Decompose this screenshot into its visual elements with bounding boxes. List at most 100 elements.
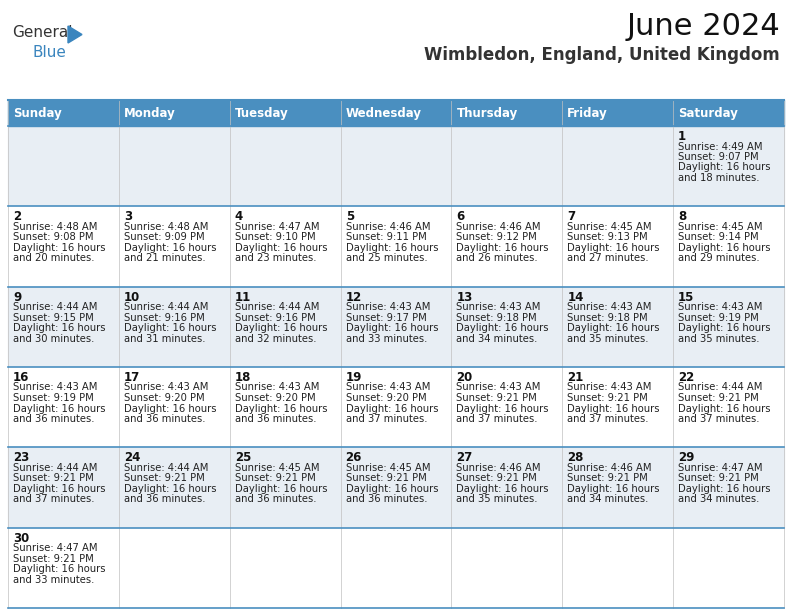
Text: Daylight: 16 hours: Daylight: 16 hours [567, 243, 660, 253]
Text: Sunset: 9:09 PM: Sunset: 9:09 PM [124, 233, 204, 242]
Text: Sunrise: 4:43 AM: Sunrise: 4:43 AM [678, 302, 763, 312]
Text: Sunset: 9:13 PM: Sunset: 9:13 PM [567, 233, 648, 242]
Text: Sunrise: 4:44 AM: Sunrise: 4:44 AM [13, 302, 97, 312]
Text: Sunrise: 4:44 AM: Sunrise: 4:44 AM [13, 463, 97, 473]
Text: Sunset: 9:20 PM: Sunset: 9:20 PM [124, 393, 204, 403]
Text: Sunrise: 4:48 AM: Sunrise: 4:48 AM [124, 222, 208, 232]
Text: Sunrise: 4:43 AM: Sunrise: 4:43 AM [13, 382, 97, 392]
Text: and 37 minutes.: and 37 minutes. [456, 414, 538, 424]
Text: 22: 22 [678, 371, 695, 384]
Text: and 21 minutes.: and 21 minutes. [124, 253, 205, 263]
Text: Sunrise: 4:43 AM: Sunrise: 4:43 AM [234, 382, 319, 392]
Text: Sunrise: 4:43 AM: Sunrise: 4:43 AM [567, 302, 652, 312]
Polygon shape [68, 26, 82, 43]
Text: Daylight: 16 hours: Daylight: 16 hours [567, 323, 660, 333]
Text: Sunrise: 4:44 AM: Sunrise: 4:44 AM [124, 463, 208, 473]
Text: Daylight: 16 hours: Daylight: 16 hours [456, 243, 549, 253]
Text: Daylight: 16 hours: Daylight: 16 hours [124, 323, 216, 333]
Text: Daylight: 16 hours: Daylight: 16 hours [13, 243, 105, 253]
Text: Sunrise: 4:45 AM: Sunrise: 4:45 AM [345, 463, 430, 473]
Text: and 20 minutes.: and 20 minutes. [13, 253, 94, 263]
Text: Daylight: 16 hours: Daylight: 16 hours [345, 403, 438, 414]
Text: Sunset: 9:21 PM: Sunset: 9:21 PM [13, 473, 93, 483]
Bar [8, 367, 784, 447]
Text: Sunrise: 4:45 AM: Sunrise: 4:45 AM [567, 222, 652, 232]
Text: 4: 4 [234, 211, 243, 223]
Text: Sunrise: 4:43 AM: Sunrise: 4:43 AM [567, 382, 652, 392]
Text: 30: 30 [13, 532, 29, 545]
Text: and 37 minutes.: and 37 minutes. [13, 494, 94, 504]
Text: Sunset: 9:21 PM: Sunset: 9:21 PM [124, 473, 204, 483]
Text: Daylight: 16 hours: Daylight: 16 hours [124, 403, 216, 414]
Text: Sunset: 9:19 PM: Sunset: 9:19 PM [13, 393, 93, 403]
Text: Sunset: 9:08 PM: Sunset: 9:08 PM [13, 233, 93, 242]
Text: 1: 1 [678, 130, 686, 143]
Text: Wednesday: Wednesday [345, 106, 421, 119]
Text: Daylight: 16 hours: Daylight: 16 hours [456, 484, 549, 494]
Text: 27: 27 [456, 451, 473, 465]
Text: and 23 minutes.: and 23 minutes. [234, 253, 316, 263]
Text: and 35 minutes.: and 35 minutes. [456, 494, 538, 504]
Text: Sunset: 9:17 PM: Sunset: 9:17 PM [345, 313, 426, 323]
Text: Sunset: 9:14 PM: Sunset: 9:14 PM [678, 233, 759, 242]
Text: Sunrise: 4:47 AM: Sunrise: 4:47 AM [678, 463, 763, 473]
Text: 3: 3 [124, 211, 132, 223]
Text: Sunrise: 4:46 AM: Sunrise: 4:46 AM [345, 222, 430, 232]
Text: Sunset: 9:21 PM: Sunset: 9:21 PM [567, 393, 648, 403]
Text: and 33 minutes.: and 33 minutes. [345, 334, 427, 344]
Text: 29: 29 [678, 451, 695, 465]
Text: Sunrise: 4:44 AM: Sunrise: 4:44 AM [124, 302, 208, 312]
Text: Sunrise: 4:43 AM: Sunrise: 4:43 AM [456, 302, 541, 312]
Bar [8, 447, 784, 528]
Text: Daylight: 16 hours: Daylight: 16 hours [345, 323, 438, 333]
Text: Sunset: 9:21 PM: Sunset: 9:21 PM [456, 393, 537, 403]
Text: 12: 12 [345, 291, 362, 304]
Text: 8: 8 [678, 211, 687, 223]
Text: and 35 minutes.: and 35 minutes. [678, 334, 760, 344]
Text: 15: 15 [678, 291, 695, 304]
Text: and 34 minutes.: and 34 minutes. [567, 494, 649, 504]
Text: Sunset: 9:21 PM: Sunset: 9:21 PM [567, 473, 648, 483]
Text: and 36 minutes.: and 36 minutes. [234, 414, 316, 424]
Text: 17: 17 [124, 371, 140, 384]
Text: Daylight: 16 hours: Daylight: 16 hours [234, 323, 327, 333]
Text: 10: 10 [124, 291, 140, 304]
Text: and 33 minutes.: and 33 minutes. [13, 575, 94, 584]
Text: Daylight: 16 hours: Daylight: 16 hours [678, 323, 771, 333]
Text: Sunrise: 4:45 AM: Sunrise: 4:45 AM [234, 463, 319, 473]
Text: Sunrise: 4:45 AM: Sunrise: 4:45 AM [678, 222, 763, 232]
Text: Daylight: 16 hours: Daylight: 16 hours [456, 323, 549, 333]
Text: and 36 minutes.: and 36 minutes. [13, 414, 94, 424]
Text: General: General [12, 25, 73, 40]
Text: Daylight: 16 hours: Daylight: 16 hours [678, 163, 771, 173]
Text: Sunrise: 4:46 AM: Sunrise: 4:46 AM [456, 222, 541, 232]
Text: and 29 minutes.: and 29 minutes. [678, 253, 760, 263]
Text: Sunrise: 4:43 AM: Sunrise: 4:43 AM [345, 382, 430, 392]
Text: Daylight: 16 hours: Daylight: 16 hours [234, 403, 327, 414]
Bar [8, 126, 784, 206]
Text: and 37 minutes.: and 37 minutes. [678, 414, 760, 424]
Text: and 37 minutes.: and 37 minutes. [567, 414, 649, 424]
Text: Sunset: 9:11 PM: Sunset: 9:11 PM [345, 233, 426, 242]
Text: Tuesday: Tuesday [234, 106, 288, 119]
Text: Sunrise: 4:43 AM: Sunrise: 4:43 AM [124, 382, 208, 392]
Text: Sunrise: 4:49 AM: Sunrise: 4:49 AM [678, 141, 763, 152]
Text: Blue: Blue [32, 45, 66, 60]
Text: and 37 minutes.: and 37 minutes. [345, 414, 427, 424]
Text: Daylight: 16 hours: Daylight: 16 hours [124, 484, 216, 494]
Text: and 30 minutes.: and 30 minutes. [13, 334, 94, 344]
Text: 20: 20 [456, 371, 473, 384]
Text: 11: 11 [234, 291, 251, 304]
Text: June 2024: June 2024 [626, 12, 780, 41]
Text: Saturday: Saturday [678, 106, 738, 119]
Text: and 36 minutes.: and 36 minutes. [124, 414, 205, 424]
Text: Sunrise: 4:48 AM: Sunrise: 4:48 AM [13, 222, 97, 232]
Text: and 32 minutes.: and 32 minutes. [234, 334, 316, 344]
Text: 23: 23 [13, 451, 29, 465]
Text: Sunrise: 4:46 AM: Sunrise: 4:46 AM [456, 463, 541, 473]
Text: 21: 21 [567, 371, 584, 384]
Text: and 36 minutes.: and 36 minutes. [345, 494, 427, 504]
Text: Daylight: 16 hours: Daylight: 16 hours [13, 403, 105, 414]
Bar [8, 286, 784, 367]
Text: 9: 9 [13, 291, 21, 304]
